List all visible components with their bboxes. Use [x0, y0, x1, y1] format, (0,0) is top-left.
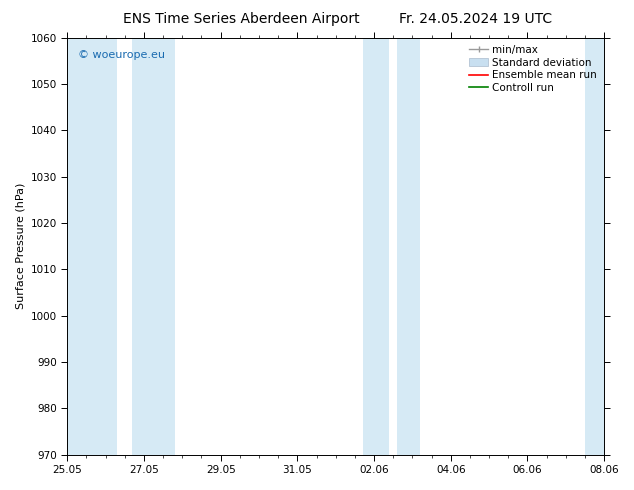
- Bar: [397, 38, 420, 455]
- Text: Fr. 24.05.2024 19 UTC: Fr. 24.05.2024 19 UTC: [399, 12, 552, 26]
- Bar: [133, 38, 174, 455]
- Legend: min/max, Standard deviation, Ensemble mean run, Controll run: min/max, Standard deviation, Ensemble me…: [465, 41, 601, 97]
- Y-axis label: Surface Pressure (hPa): Surface Pressure (hPa): [15, 183, 25, 309]
- Bar: [363, 38, 389, 455]
- Bar: [67, 38, 117, 455]
- Bar: [585, 38, 604, 455]
- Text: ENS Time Series Aberdeen Airport: ENS Time Series Aberdeen Airport: [122, 12, 359, 26]
- Text: © woeurope.eu: © woeurope.eu: [78, 50, 165, 60]
